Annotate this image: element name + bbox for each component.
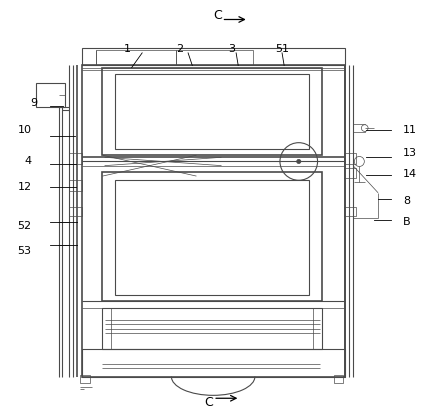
Bar	[82, 48, 345, 65]
Bar	[344, 168, 356, 178]
Text: 53: 53	[17, 246, 31, 256]
Text: 9: 9	[30, 98, 37, 108]
Text: 51: 51	[275, 44, 289, 54]
Text: 8: 8	[403, 196, 410, 206]
Bar	[102, 67, 322, 155]
Bar	[344, 207, 356, 216]
Bar	[80, 375, 89, 383]
Bar	[82, 349, 345, 377]
Circle shape	[361, 125, 368, 132]
Bar	[69, 153, 82, 163]
Bar	[69, 180, 82, 191]
Text: 3: 3	[229, 44, 235, 54]
Text: 2: 2	[176, 44, 183, 54]
Circle shape	[297, 159, 301, 163]
Bar	[334, 375, 343, 383]
Text: 10: 10	[17, 125, 31, 135]
Bar	[175, 49, 253, 65]
Text: 13: 13	[403, 148, 417, 158]
Bar	[353, 124, 365, 132]
Bar	[69, 207, 82, 216]
Bar	[344, 153, 356, 163]
Bar	[102, 172, 322, 301]
Text: 14: 14	[403, 169, 417, 179]
Text: 12: 12	[17, 181, 31, 191]
Bar	[115, 74, 309, 149]
Bar	[115, 180, 309, 295]
Text: 52: 52	[17, 221, 31, 231]
Bar	[82, 65, 345, 377]
Bar	[96, 49, 175, 65]
Text: C: C	[205, 396, 214, 409]
Text: 11: 11	[403, 125, 417, 135]
Bar	[36, 83, 65, 107]
Bar	[102, 308, 322, 349]
Text: 1: 1	[124, 44, 131, 54]
Text: C: C	[213, 9, 222, 22]
Text: 4: 4	[24, 156, 31, 166]
Text: B: B	[403, 217, 411, 227]
